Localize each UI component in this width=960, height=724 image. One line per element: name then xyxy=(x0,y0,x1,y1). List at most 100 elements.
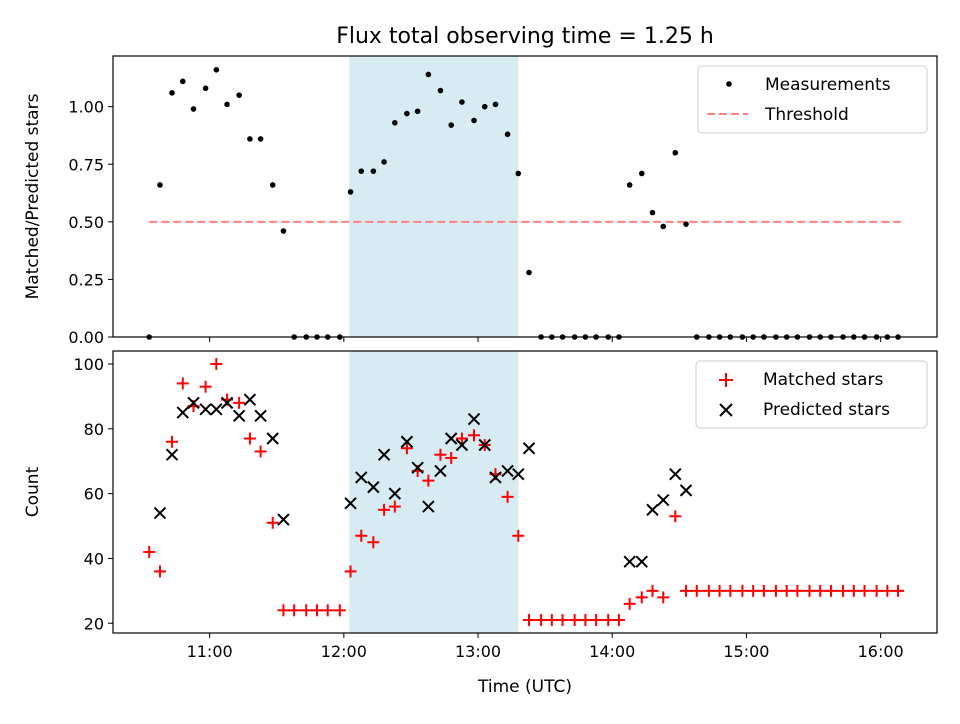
measurement-point xyxy=(224,101,230,108)
bottom-x-ticks: 11:00 12:00 13:00 14:00 15:00 16:00 xyxy=(187,633,904,661)
matched-star-point xyxy=(702,584,715,597)
observing-window-top xyxy=(349,56,519,337)
measurement-point xyxy=(269,182,276,188)
measurement-point xyxy=(471,117,477,124)
predicted-star-point xyxy=(501,464,514,478)
predicted-star-point xyxy=(489,471,502,484)
measurement-point xyxy=(257,136,264,142)
matched-star-point xyxy=(355,529,368,542)
top-y-ticks: 0.00 0.25 0.50 0.75 1.00 xyxy=(68,98,113,347)
bottom-y-ticks: 20 40 60 80 100 xyxy=(73,355,113,633)
top-legend: Measurements Threshold xyxy=(697,65,928,134)
matched-star-point xyxy=(870,584,883,597)
chart-title: Flux total observing time = 1.25 h xyxy=(336,24,714,49)
bottom-y-axis-label: Count xyxy=(23,466,43,517)
measurement-point xyxy=(526,269,532,276)
measurement-point xyxy=(202,85,209,92)
x-tick-label: 11:00 xyxy=(187,642,233,661)
matched-star-point xyxy=(590,614,603,627)
predicted-star-point xyxy=(210,403,223,416)
predicted-star-point xyxy=(176,406,189,419)
measurement-point xyxy=(404,110,410,117)
y-tick-label: 0.75 xyxy=(68,155,104,174)
matched-star-point xyxy=(400,442,413,455)
predicted-star-point xyxy=(153,506,167,520)
measurement-point xyxy=(481,103,488,110)
measurement-point xyxy=(392,119,398,126)
legend-threshold-label: Threshold xyxy=(764,105,849,125)
measurement-point xyxy=(169,90,175,96)
top-panel: 0.00 0.25 0.50 0.75 1.00 Matched/Predicted s… xyxy=(23,55,938,347)
measurement-point xyxy=(683,221,689,227)
matched-star-point xyxy=(780,584,793,597)
matched-star-point xyxy=(300,604,313,617)
measurement-point xyxy=(213,67,220,73)
matched-star-point xyxy=(892,584,905,597)
matched-star-point xyxy=(434,448,447,461)
predicted-star-point xyxy=(635,555,648,568)
y-tick-label: 80 xyxy=(84,420,104,439)
y-tick-label: 60 xyxy=(84,485,104,504)
measurement-point xyxy=(672,149,679,156)
predicted-star-point xyxy=(199,403,212,416)
matched-star-point xyxy=(333,604,346,617)
x-tick-label: 13:00 xyxy=(455,642,501,661)
predicted-star-point xyxy=(679,484,693,497)
matched-star-point xyxy=(579,614,592,627)
matched-star-point xyxy=(757,584,770,597)
matched-star-point xyxy=(455,432,468,445)
matched-star-point xyxy=(545,614,558,627)
bottom-axes-frame xyxy=(112,350,938,634)
matched-star-point xyxy=(210,357,223,370)
measurement-point xyxy=(370,168,377,174)
measurement-point xyxy=(157,182,163,188)
matched-star-point xyxy=(166,435,179,448)
matched-star-point xyxy=(680,584,693,597)
measurement-point xyxy=(660,223,667,230)
matched-star-point xyxy=(646,584,659,597)
matched-star-point xyxy=(176,377,189,390)
predicted-star-point xyxy=(344,497,357,510)
measurement-point xyxy=(425,71,432,78)
measurement-point xyxy=(437,87,444,94)
predicted-star-point xyxy=(388,487,402,500)
top-y-axis-label: Matched/Predicted stars xyxy=(23,93,43,299)
predicted-star-point xyxy=(444,432,458,445)
legend-matched-marker xyxy=(719,373,733,387)
measurement-point xyxy=(492,101,499,108)
matched-star-point xyxy=(612,614,625,627)
matched-star-point xyxy=(769,584,782,597)
bottom-panel: 20 40 60 80 100 11:00 12:00 13:00 14:00 15:00 16:… xyxy=(23,350,938,697)
matched-star-point xyxy=(690,584,703,597)
top-axes-frame xyxy=(112,55,938,338)
y-tick-label: 40 xyxy=(84,549,104,568)
matched-star-points xyxy=(143,357,905,627)
y-tick-label: 0.25 xyxy=(68,270,104,289)
matched-star-point xyxy=(277,604,290,617)
measurement-point xyxy=(347,189,354,195)
top-x-ticks xyxy=(209,337,882,342)
predicted-star-point xyxy=(254,409,267,423)
y-tick-label: 1.00 xyxy=(68,98,104,117)
predicted-star-point xyxy=(669,467,682,481)
predicted-star-point xyxy=(400,435,414,448)
x-tick-label: 12:00 xyxy=(321,642,367,661)
matched-star-point xyxy=(512,529,525,542)
matched-star-point xyxy=(445,451,458,464)
measurement-point xyxy=(448,122,454,128)
matched-star-point xyxy=(535,614,548,627)
matched-star-point xyxy=(847,584,860,597)
matched-star-point xyxy=(623,597,636,610)
y-tick-label: 20 xyxy=(84,614,104,633)
matched-star-point xyxy=(858,584,871,597)
matched-star-point xyxy=(568,614,581,627)
matched-star-point xyxy=(243,432,256,445)
y-tick-label: 0.00 xyxy=(68,328,104,347)
measurement-point xyxy=(638,170,645,177)
bottom-legend: Matched stars Predicted stars xyxy=(695,360,928,429)
measurement-point xyxy=(190,106,197,112)
predicted-star-point xyxy=(467,412,481,426)
predicted-star-points xyxy=(153,393,693,568)
predicted-star-point xyxy=(411,461,424,474)
